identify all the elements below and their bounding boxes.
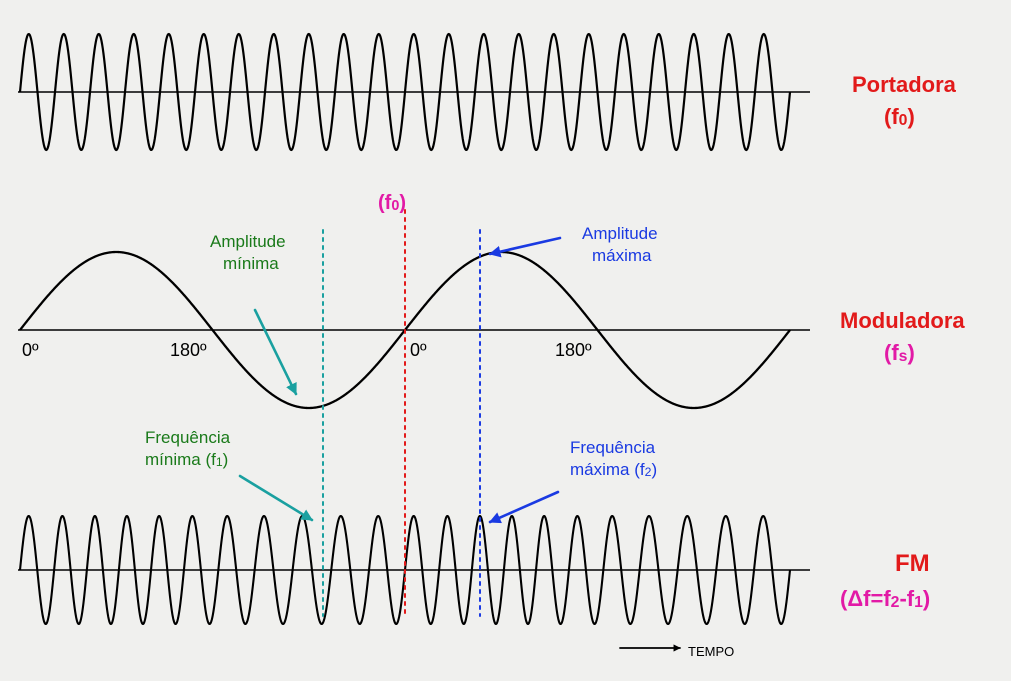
label-freq_max_2: máxima (f2) <box>570 460 657 480</box>
label-carrier_title: Portadora <box>852 72 956 98</box>
label-tempo: TEMPO <box>688 644 734 659</box>
label-deg_180b: 180º <box>555 340 592 361</box>
label-carrier_sub: (f0) <box>884 104 915 130</box>
label-f0_top: (f0) <box>378 192 406 215</box>
label-mod_sub: (fs) <box>884 340 915 366</box>
label-fm_title: FM <box>895 550 930 578</box>
label-deg_0b: 0º <box>410 340 427 361</box>
label-freq_max_1: Frequência <box>570 438 655 458</box>
label-freq_min_2: mínima (f1) <box>145 450 228 470</box>
label-amp_min_2: mínima <box>223 254 279 274</box>
label-freq_min_1: Frequência <box>145 428 230 448</box>
label-fm_sub: (Δf=f2-f1) <box>840 586 930 612</box>
label-deg_180a: 180º <box>170 340 207 361</box>
label-mod_title: Moduladora <box>840 308 965 334</box>
diagram-canvas <box>0 0 1011 681</box>
label-amp_max_1: Amplitude <box>582 224 658 244</box>
label-amp_max_2: máxima <box>592 246 652 266</box>
label-amp_min_1: Amplitude <box>210 232 286 252</box>
label-deg_0a: 0º <box>22 340 39 361</box>
